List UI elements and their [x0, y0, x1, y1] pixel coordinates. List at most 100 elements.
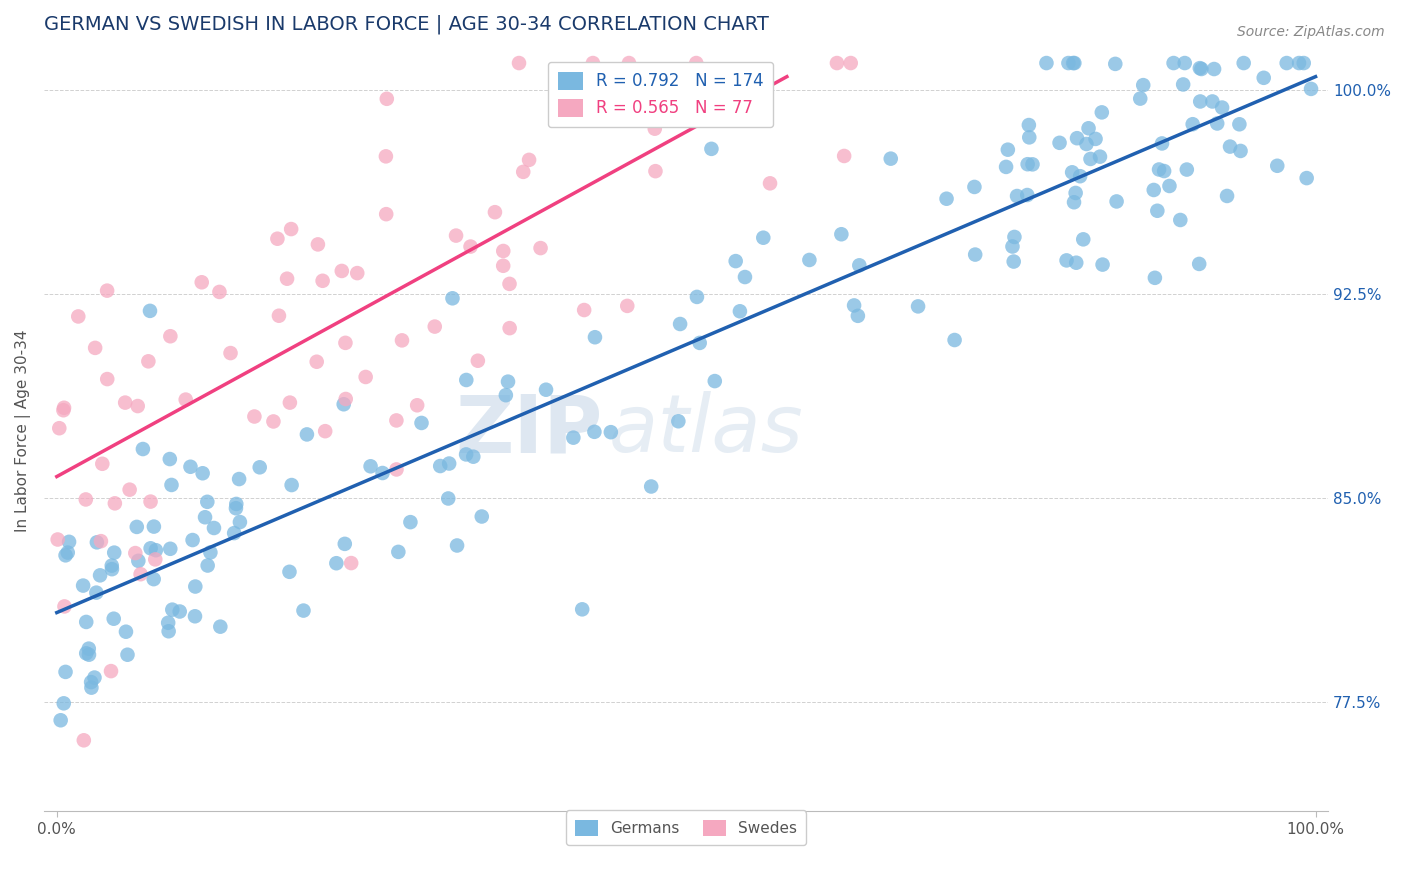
Point	[1219, 139, 1241, 153]
Point	[1035, 56, 1057, 70]
Point	[375, 207, 398, 221]
Point	[118, 483, 141, 497]
Point	[1091, 105, 1114, 120]
Point	[842, 298, 865, 312]
Point	[1018, 130, 1040, 145]
Point	[184, 580, 207, 594]
Point	[103, 546, 125, 560]
Point	[127, 399, 149, 413]
Point	[266, 232, 288, 246]
Point	[80, 675, 103, 690]
Point	[325, 556, 347, 570]
Point	[517, 153, 540, 167]
Point	[1229, 144, 1251, 158]
Point	[354, 370, 377, 384]
Point	[159, 541, 181, 556]
Point	[456, 447, 478, 461]
Point	[72, 578, 94, 592]
Point	[429, 458, 451, 473]
Point	[262, 414, 284, 428]
Point	[1204, 62, 1226, 76]
Point	[1017, 188, 1039, 202]
Point	[75, 492, 97, 507]
Point	[104, 496, 127, 510]
Point	[157, 624, 180, 639]
Point	[77, 648, 100, 662]
Point	[73, 733, 96, 747]
Point	[1188, 61, 1211, 75]
Point	[224, 526, 246, 541]
Point	[197, 558, 219, 573]
Point	[644, 121, 666, 136]
Point	[848, 258, 870, 272]
Text: GERMAN VS SWEDISH IN LABOR FORCE | AGE 30-34 CORRELATION CHART: GERMAN VS SWEDISH IN LABOR FORCE | AGE 3…	[44, 15, 769, 35]
Point	[965, 247, 987, 261]
Point	[1004, 230, 1026, 244]
Text: atlas: atlas	[609, 392, 804, 469]
Point	[616, 299, 638, 313]
Point	[644, 164, 666, 178]
Point	[1265, 159, 1288, 173]
Point	[839, 56, 862, 70]
Point	[846, 309, 869, 323]
Point	[752, 230, 775, 244]
Point	[159, 452, 181, 467]
Point	[96, 284, 118, 298]
Point	[200, 545, 222, 559]
Point	[1084, 132, 1107, 146]
Point	[685, 56, 707, 70]
Point	[1168, 213, 1191, 227]
Point	[498, 277, 520, 291]
Point	[208, 285, 231, 299]
Point	[1062, 165, 1084, 179]
Point	[1064, 256, 1087, 270]
Point	[179, 459, 201, 474]
Point	[1233, 56, 1256, 70]
Y-axis label: In Labor Force | Age 30-34: In Labor Force | Age 30-34	[15, 329, 31, 532]
Text: Source: ZipAtlas.com: Source: ZipAtlas.com	[1237, 25, 1385, 39]
Point	[55, 665, 77, 679]
Point	[138, 354, 160, 368]
Point	[943, 333, 966, 347]
Point	[571, 602, 593, 616]
Point	[508, 56, 530, 70]
Point	[759, 177, 782, 191]
Point	[75, 646, 97, 660]
Point	[101, 562, 124, 576]
Point	[529, 241, 551, 255]
Point	[1129, 92, 1152, 106]
Point	[1143, 183, 1166, 197]
Point	[617, 56, 640, 70]
Point	[115, 624, 138, 639]
Point	[1076, 136, 1098, 151]
Point	[1188, 257, 1211, 271]
Point	[307, 237, 329, 252]
Point	[1143, 270, 1166, 285]
Point	[907, 299, 929, 313]
Point	[1063, 56, 1085, 70]
Point	[142, 572, 165, 586]
Point	[86, 585, 108, 599]
Point	[1077, 121, 1099, 136]
Point	[724, 254, 747, 268]
Point	[1147, 162, 1170, 177]
Point	[305, 355, 328, 369]
Point	[1146, 203, 1168, 218]
Point	[460, 239, 482, 253]
Point	[1288, 56, 1310, 70]
Point	[84, 341, 107, 355]
Point	[90, 534, 112, 549]
Point	[1299, 82, 1322, 96]
Point	[162, 602, 184, 616]
Point	[391, 334, 413, 348]
Point	[219, 346, 242, 360]
Point	[1018, 118, 1040, 132]
Point	[194, 510, 217, 524]
Point	[191, 467, 214, 481]
Point	[1189, 95, 1212, 109]
Point	[1275, 56, 1298, 70]
Point	[124, 546, 146, 560]
Point	[49, 713, 72, 727]
Point	[132, 442, 155, 456]
Point	[100, 558, 122, 573]
